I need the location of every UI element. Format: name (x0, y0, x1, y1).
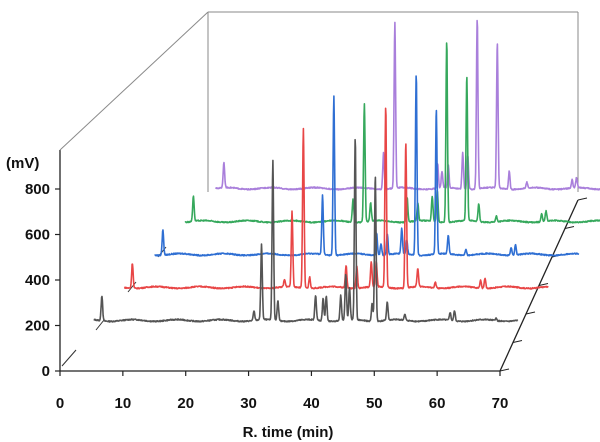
series-line-trace-1 (93, 138, 519, 323)
series-line-trace-4 (184, 42, 600, 224)
z-axis-tick (538, 283, 549, 286)
x-tick-label: 0 (56, 395, 64, 412)
x-tick-label: 60 (429, 395, 446, 412)
y-tick-label: 800 (25, 181, 50, 198)
y-tick-label: 200 (25, 318, 50, 335)
x-axis-ticks: 0 10 20 30 40 50 60 70 (56, 371, 509, 412)
depth-hash (61, 349, 77, 367)
series-line-trace-5 (214, 19, 600, 191)
chart-frame (59, 11, 588, 372)
x-tick-label: 30 (240, 395, 257, 412)
y-tick-label: 600 (25, 227, 50, 244)
depth-hash (95, 319, 105, 331)
traces-group (93, 19, 600, 323)
z-axis-tick (512, 340, 523, 343)
depth-edge-top (59, 11, 209, 151)
z-axis-tick (577, 197, 588, 201)
y-tick-label: 0 (42, 363, 50, 380)
x-tick-label: 40 (303, 395, 320, 412)
x-tick-label: 10 (115, 395, 132, 412)
x-axis-title: R. time (min) (243, 424, 334, 441)
series-line-trace-3 (154, 75, 580, 257)
y-axis-ticks: 0 200 400 600 800 (25, 181, 60, 380)
series-line-trace-2 (123, 107, 549, 290)
z-axis-tick (525, 311, 536, 315)
x-tick-label: 50 (366, 395, 383, 412)
y-axis-title: (mV) (6, 155, 39, 172)
x-tick-label: 20 (177, 395, 194, 412)
depth-hash (127, 281, 137, 293)
y-tick-label: 400 (25, 272, 50, 289)
z-axis-tick (499, 368, 510, 372)
z-axis-tick (564, 226, 575, 229)
x-tick-label: 70 (492, 395, 509, 412)
